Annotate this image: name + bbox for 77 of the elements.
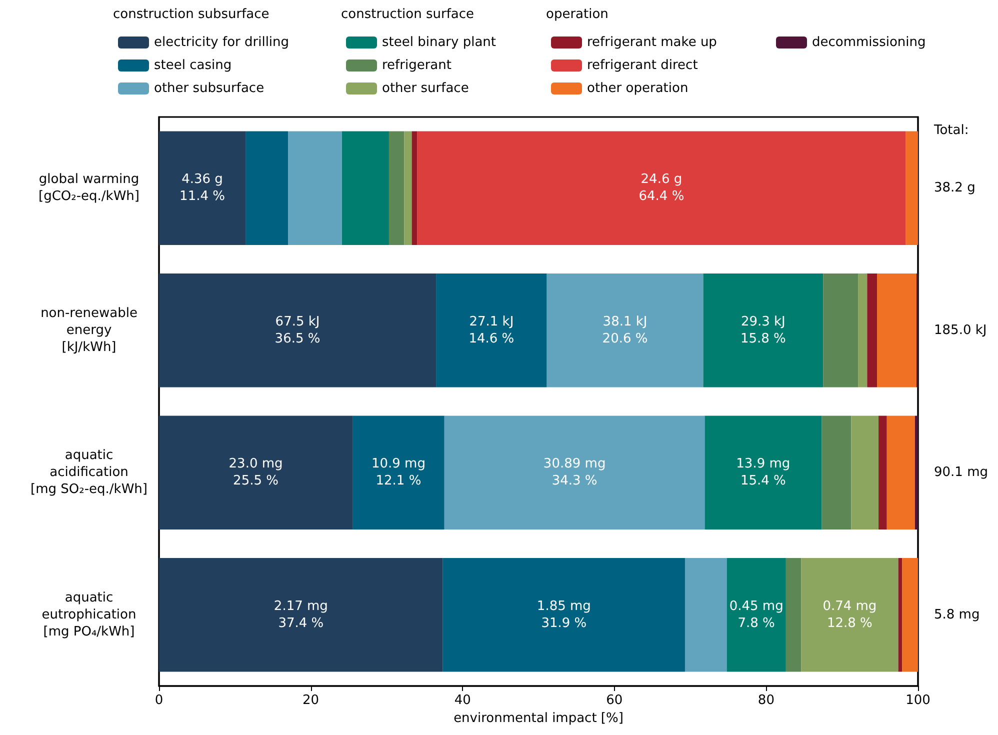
bar bbox=[898, 558, 902, 672]
bar bbox=[726, 558, 786, 672]
bar bbox=[442, 558, 685, 672]
x-tick-label: 20 bbox=[302, 693, 320, 708]
bar bbox=[902, 558, 918, 672]
x-tick-label: 100 bbox=[906, 693, 930, 708]
x-axis-title: environmental impact [%] bbox=[454, 711, 624, 726]
legend-label: refrigerant direct bbox=[587, 58, 698, 73]
bar bbox=[417, 131, 906, 246]
x-tick-label: 80 bbox=[758, 693, 774, 708]
data-label: 13.9 mg 15.4 % bbox=[736, 456, 790, 489]
legend-label: refrigerant bbox=[382, 58, 452, 73]
text: construction subsurface bbox=[113, 7, 270, 22]
data-label: 2.17 mg 37.4 % bbox=[274, 598, 328, 631]
data-label: 27.1 kJ 14.6 % bbox=[468, 314, 514, 346]
legend-label: refrigerant make up bbox=[587, 35, 717, 50]
bar bbox=[877, 273, 916, 388]
data-label: 4.36 g 11.4 % bbox=[180, 172, 225, 204]
bar bbox=[288, 131, 342, 246]
bar bbox=[159, 416, 353, 530]
data-label: 23.0 mg 25.5 % bbox=[228, 456, 283, 489]
legend-label: other operation bbox=[587, 81, 688, 96]
bar bbox=[388, 131, 404, 246]
bar bbox=[404, 131, 412, 246]
bar bbox=[246, 131, 288, 246]
data-label: 38.1 kJ 20.6 % bbox=[602, 314, 648, 346]
text: construction surface bbox=[341, 7, 474, 22]
y-tick-label: non-renewable energy [kJ/kWh] bbox=[40, 306, 138, 355]
data-label: 29.3 kJ 15.8 % bbox=[740, 314, 786, 346]
legend-label: decommissioning bbox=[812, 35, 926, 50]
data-label: 30.89 mg 34.3 % bbox=[543, 456, 606, 489]
text: 38.2 g bbox=[934, 180, 976, 196]
text: 185.0 kJ bbox=[934, 322, 987, 338]
legend-label: steel casing bbox=[154, 58, 232, 73]
bar bbox=[704, 416, 822, 530]
text: 5.8 mg bbox=[934, 607, 980, 622]
bar bbox=[352, 416, 444, 530]
bar bbox=[342, 131, 389, 246]
legend-label: other subsurface bbox=[154, 81, 264, 96]
data-label: 10.9 mg 12.1 % bbox=[371, 456, 426, 489]
bar bbox=[858, 273, 868, 388]
bar bbox=[822, 416, 852, 530]
bar bbox=[703, 273, 824, 388]
legend-label: other surface bbox=[382, 81, 469, 96]
bar bbox=[684, 558, 727, 672]
bar bbox=[159, 131, 246, 246]
bar bbox=[412, 131, 418, 246]
bar bbox=[436, 273, 547, 388]
bar bbox=[159, 273, 436, 388]
data-label: 24.6 g 64.4 % bbox=[638, 172, 684, 204]
data-label: 0.74 mg 12.8 % bbox=[822, 598, 877, 631]
bar bbox=[878, 416, 887, 530]
y-tick-label: global warming [gCO₂-eq./kWh] bbox=[38, 172, 140, 204]
bar bbox=[801, 558, 898, 672]
x-tick-label: 40 bbox=[454, 693, 471, 708]
text: operation bbox=[546, 7, 608, 22]
bar bbox=[886, 416, 915, 530]
bar bbox=[786, 558, 802, 672]
bar bbox=[914, 416, 918, 530]
bar bbox=[546, 273, 704, 388]
data-label: 0.45 mg 7.8 % bbox=[729, 598, 784, 631]
bar bbox=[906, 131, 918, 246]
bar bbox=[851, 416, 879, 530]
text: 90.1 mg bbox=[934, 465, 988, 480]
legend-label: electricity for drilling bbox=[154, 35, 290, 50]
bar bbox=[444, 416, 705, 530]
bar bbox=[823, 273, 858, 388]
x-tick-label: 0 bbox=[154, 693, 164, 708]
data-label: 1.85 mg 31.9 % bbox=[536, 598, 591, 631]
legend-label: steel binary plant bbox=[382, 35, 496, 50]
x-tick-label: 60 bbox=[606, 693, 623, 708]
data-label: 67.5 kJ 36.5 % bbox=[274, 314, 320, 346]
text: Total: bbox=[933, 123, 969, 138]
bar bbox=[867, 273, 878, 388]
y-tick-label: aquatic eutrophication [mg PO₄/kWh] bbox=[42, 590, 136, 640]
bar bbox=[159, 558, 443, 672]
y-tick-label: aquatic acidification [mg SO₂-eq./kWh] bbox=[30, 448, 148, 498]
